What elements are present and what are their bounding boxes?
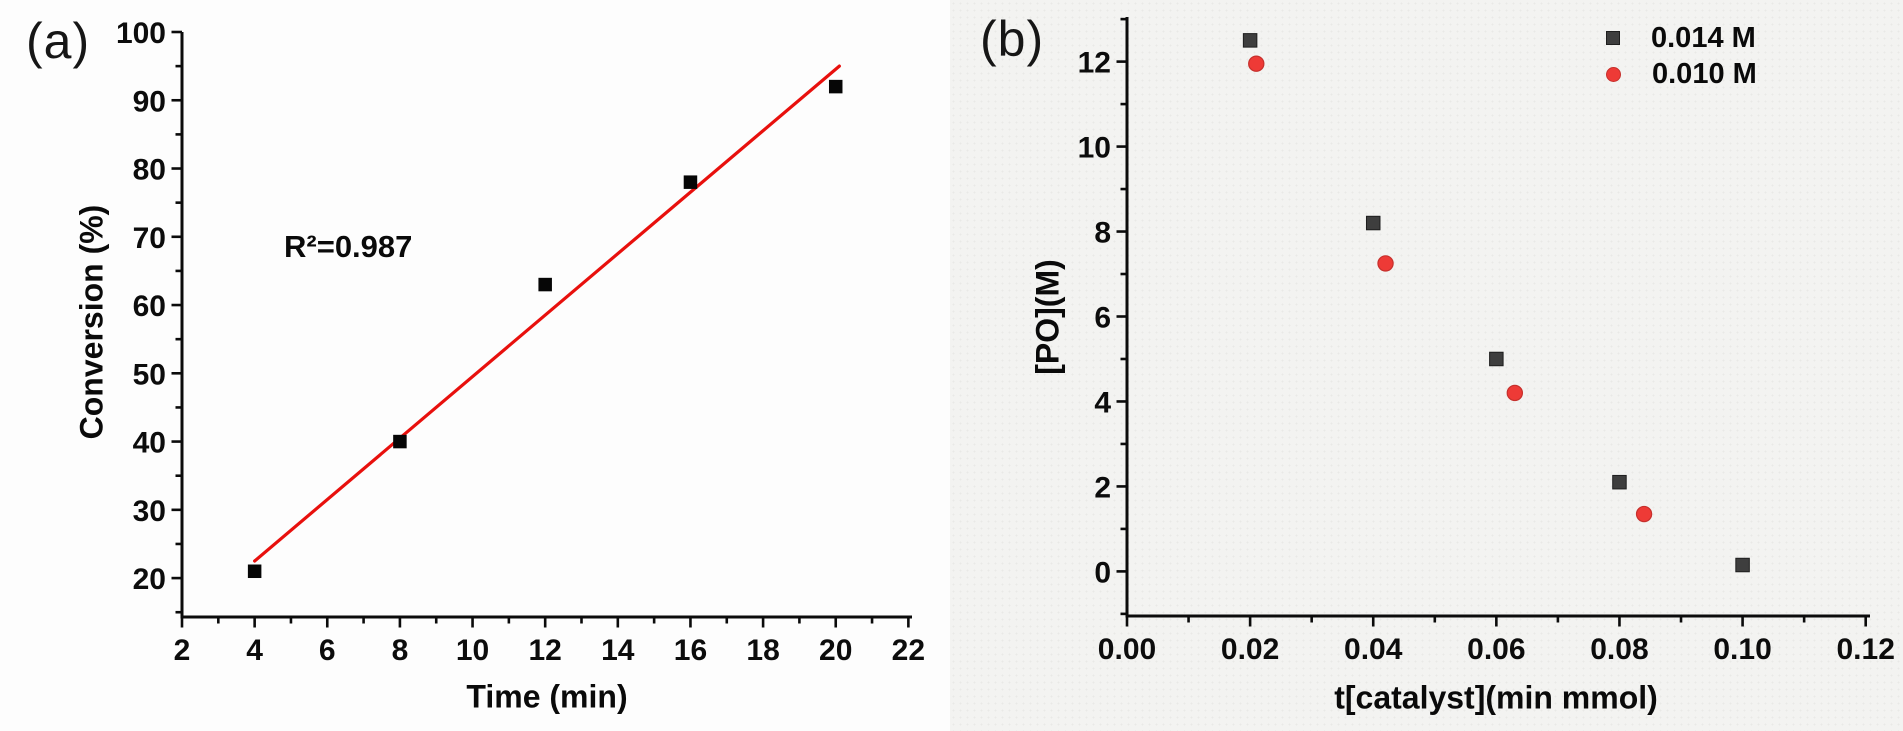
circle-marker <box>1635 505 1653 523</box>
series-0.010-m <box>1248 55 1653 523</box>
panel-b-label: (b) <box>980 11 1045 67</box>
chart-a-yaxis-title: Conversion (%) <box>73 204 110 440</box>
x-tick-label: 4 <box>246 634 263 667</box>
chart-b-yaxis-title: [PO](M) <box>1029 259 1066 375</box>
series-conversion <box>247 79 843 579</box>
legend-square-marker-icon <box>1606 31 1620 45</box>
y-tick-label: 4 <box>1094 386 1111 419</box>
x-tick-label: 2 <box>174 634 191 667</box>
y-tick-label: 2 <box>1094 471 1111 504</box>
series-0.014-m <box>1242 33 1750 573</box>
square-marker <box>538 277 552 292</box>
r-squared-annotation: R²=0.987 <box>284 229 413 264</box>
square-marker <box>1612 474 1627 490</box>
x-tick-label: 0.00 <box>1098 633 1156 666</box>
y-tick-label: 8 <box>1094 217 1111 250</box>
x-tick-label: 8 <box>392 634 409 667</box>
square-marker <box>1365 215 1381 231</box>
x-tick-label: 12 <box>528 634 561 667</box>
y-tick-label: 12 <box>1078 47 1111 80</box>
y-axis-ticks: 20 30 40 50 60 70 80 90 100 <box>116 17 182 614</box>
x-tick-label: 14 <box>601 634 635 667</box>
y-tick-label: 30 <box>133 495 166 528</box>
x-tick-label: 20 <box>819 634 852 667</box>
square-marker <box>1242 33 1258 48</box>
y-tick-label: 60 <box>133 290 166 323</box>
x-tick-label: 16 <box>674 634 707 667</box>
legend-label-0014M: 0.014 M <box>1651 21 1756 54</box>
y-tick-label: 20 <box>133 563 166 596</box>
y-tick-label: 90 <box>133 85 166 118</box>
y-tick-label: 0 <box>1094 556 1111 589</box>
chart-b-legend: 0.014 M 0.010 M <box>1606 20 1757 92</box>
circle-marker <box>1248 55 1265 72</box>
panel-a-label: (a) <box>26 13 91 69</box>
circle-marker <box>1506 384 1524 402</box>
panel-a: 2 4 6 8 10 12 14 16 18 20 22 20 30 40 50 60 70 80 90 100 (a… <box>0 0 950 731</box>
square-marker <box>393 434 407 449</box>
y-tick-label: 50 <box>133 358 166 391</box>
x-tick-label: 0.10 <box>1713 633 1771 666</box>
x-tick-label: 0.06 <box>1467 633 1525 666</box>
x-tick-label: 18 <box>746 634 779 667</box>
y-tick-label: 100 <box>116 17 166 50</box>
x-axis-ticks: 0.00 0.02 0.04 0.06 0.08 0.10 0.12 <box>1098 616 1895 666</box>
panel-b: 0.00 0.02 0.04 0.06 0.08 0.10 0.12 0 2 4 6 8 10 12 (b… <box>950 0 1903 731</box>
x-tick-label: 6 <box>319 634 336 667</box>
x-axis-ticks: 2 4 6 8 10 12 14 16 18 20 22 <box>174 617 925 667</box>
x-tick-label: 10 <box>456 634 489 667</box>
legend-label-0010M: 0.010 M <box>1652 57 1757 90</box>
linear-fit-line <box>253 64 841 563</box>
square-marker <box>1489 351 1504 367</box>
y-tick-label: 70 <box>133 222 166 255</box>
chart-a-xaxis-title: Time (min) <box>466 678 628 715</box>
chart-a-canvas: 2 4 6 8 10 12 14 16 18 20 22 20 30 40 50 60 70 80 90 100 <box>116 17 925 667</box>
y-tick-label: 10 <box>1078 132 1111 165</box>
x-tick-label: 22 <box>892 634 925 667</box>
x-tick-label: 0.02 <box>1221 633 1279 666</box>
legend-entry-0014M: 0.014 M <box>1606 20 1757 56</box>
square-marker <box>1735 557 1750 573</box>
axes: 2 4 6 8 10 12 14 16 18 20 22 20 30 40 50 60 70 80 90 100 <box>116 17 925 667</box>
chart-b-canvas: 0.00 0.02 0.04 0.06 0.08 0.10 0.12 0 2 4 6 8 10 12 <box>1078 17 1895 666</box>
square-marker <box>683 175 698 189</box>
y-axis-ticks: 0 2 4 6 8 10 12 <box>1078 17 1127 616</box>
legend-circle-marker-icon <box>1606 66 1621 82</box>
square-marker <box>247 564 262 579</box>
y-tick-label: 6 <box>1094 302 1111 335</box>
axes: 0.00 0.02 0.04 0.06 0.08 0.10 0.12 0 2 4 6 8 10 12 <box>1078 17 1895 666</box>
x-tick-label: 0.04 <box>1344 633 1403 666</box>
legend-entry-0010M: 0.010 M <box>1606 56 1757 92</box>
square-marker <box>828 79 843 94</box>
y-tick-label: 80 <box>133 154 166 187</box>
circle-marker <box>1377 255 1394 272</box>
chart-b-xaxis-title: t[catalyst](min mmol) <box>1334 679 1658 716</box>
y-tick-label: 40 <box>133 427 166 460</box>
x-tick-label: 0.08 <box>1590 633 1648 666</box>
x-tick-label: 0.12 <box>1836 633 1894 666</box>
